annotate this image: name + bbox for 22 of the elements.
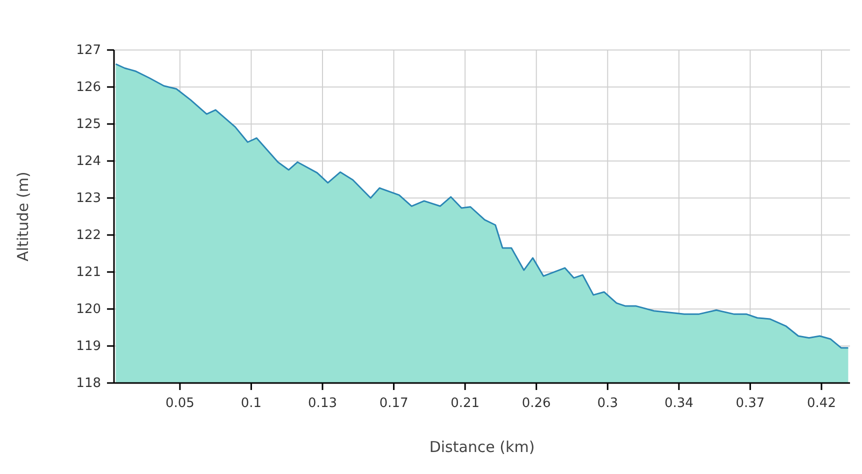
x-tick-label: 0.17 <box>379 396 408 412</box>
x-tick-label: 0.05 <box>165 396 194 412</box>
y-tick-label: 120 <box>76 302 101 318</box>
y-tick-label: 118 <box>76 376 101 392</box>
x-tick-label: 0.26 <box>522 396 551 412</box>
x-tick-label: 0.34 <box>664 396 694 412</box>
y-tick-label: 119 <box>76 339 101 354</box>
y-tick-label: 121 <box>76 265 101 280</box>
x-tick-label: 0.3 <box>597 396 618 412</box>
x-tick-label: 0.37 <box>736 396 765 412</box>
x-tick-label: 0.13 <box>308 396 337 412</box>
y-tick-label: 125 <box>76 117 101 132</box>
x-tick-label: 0.42 <box>807 396 836 412</box>
y-tick-label: 122 <box>76 228 101 244</box>
x-axis-title: Distance (km) <box>429 438 535 456</box>
x-tick-label: 0.1 <box>240 396 262 412</box>
y-tick-label: 124 <box>76 154 101 170</box>
y-tick-label: 126 <box>76 80 101 96</box>
y-tick-label: 123 <box>76 191 101 206</box>
y-tick-label: 127 <box>76 43 101 58</box>
x-tick-label: 0.21 <box>450 396 480 412</box>
y-axis-title: Altitude (m) <box>14 172 32 262</box>
